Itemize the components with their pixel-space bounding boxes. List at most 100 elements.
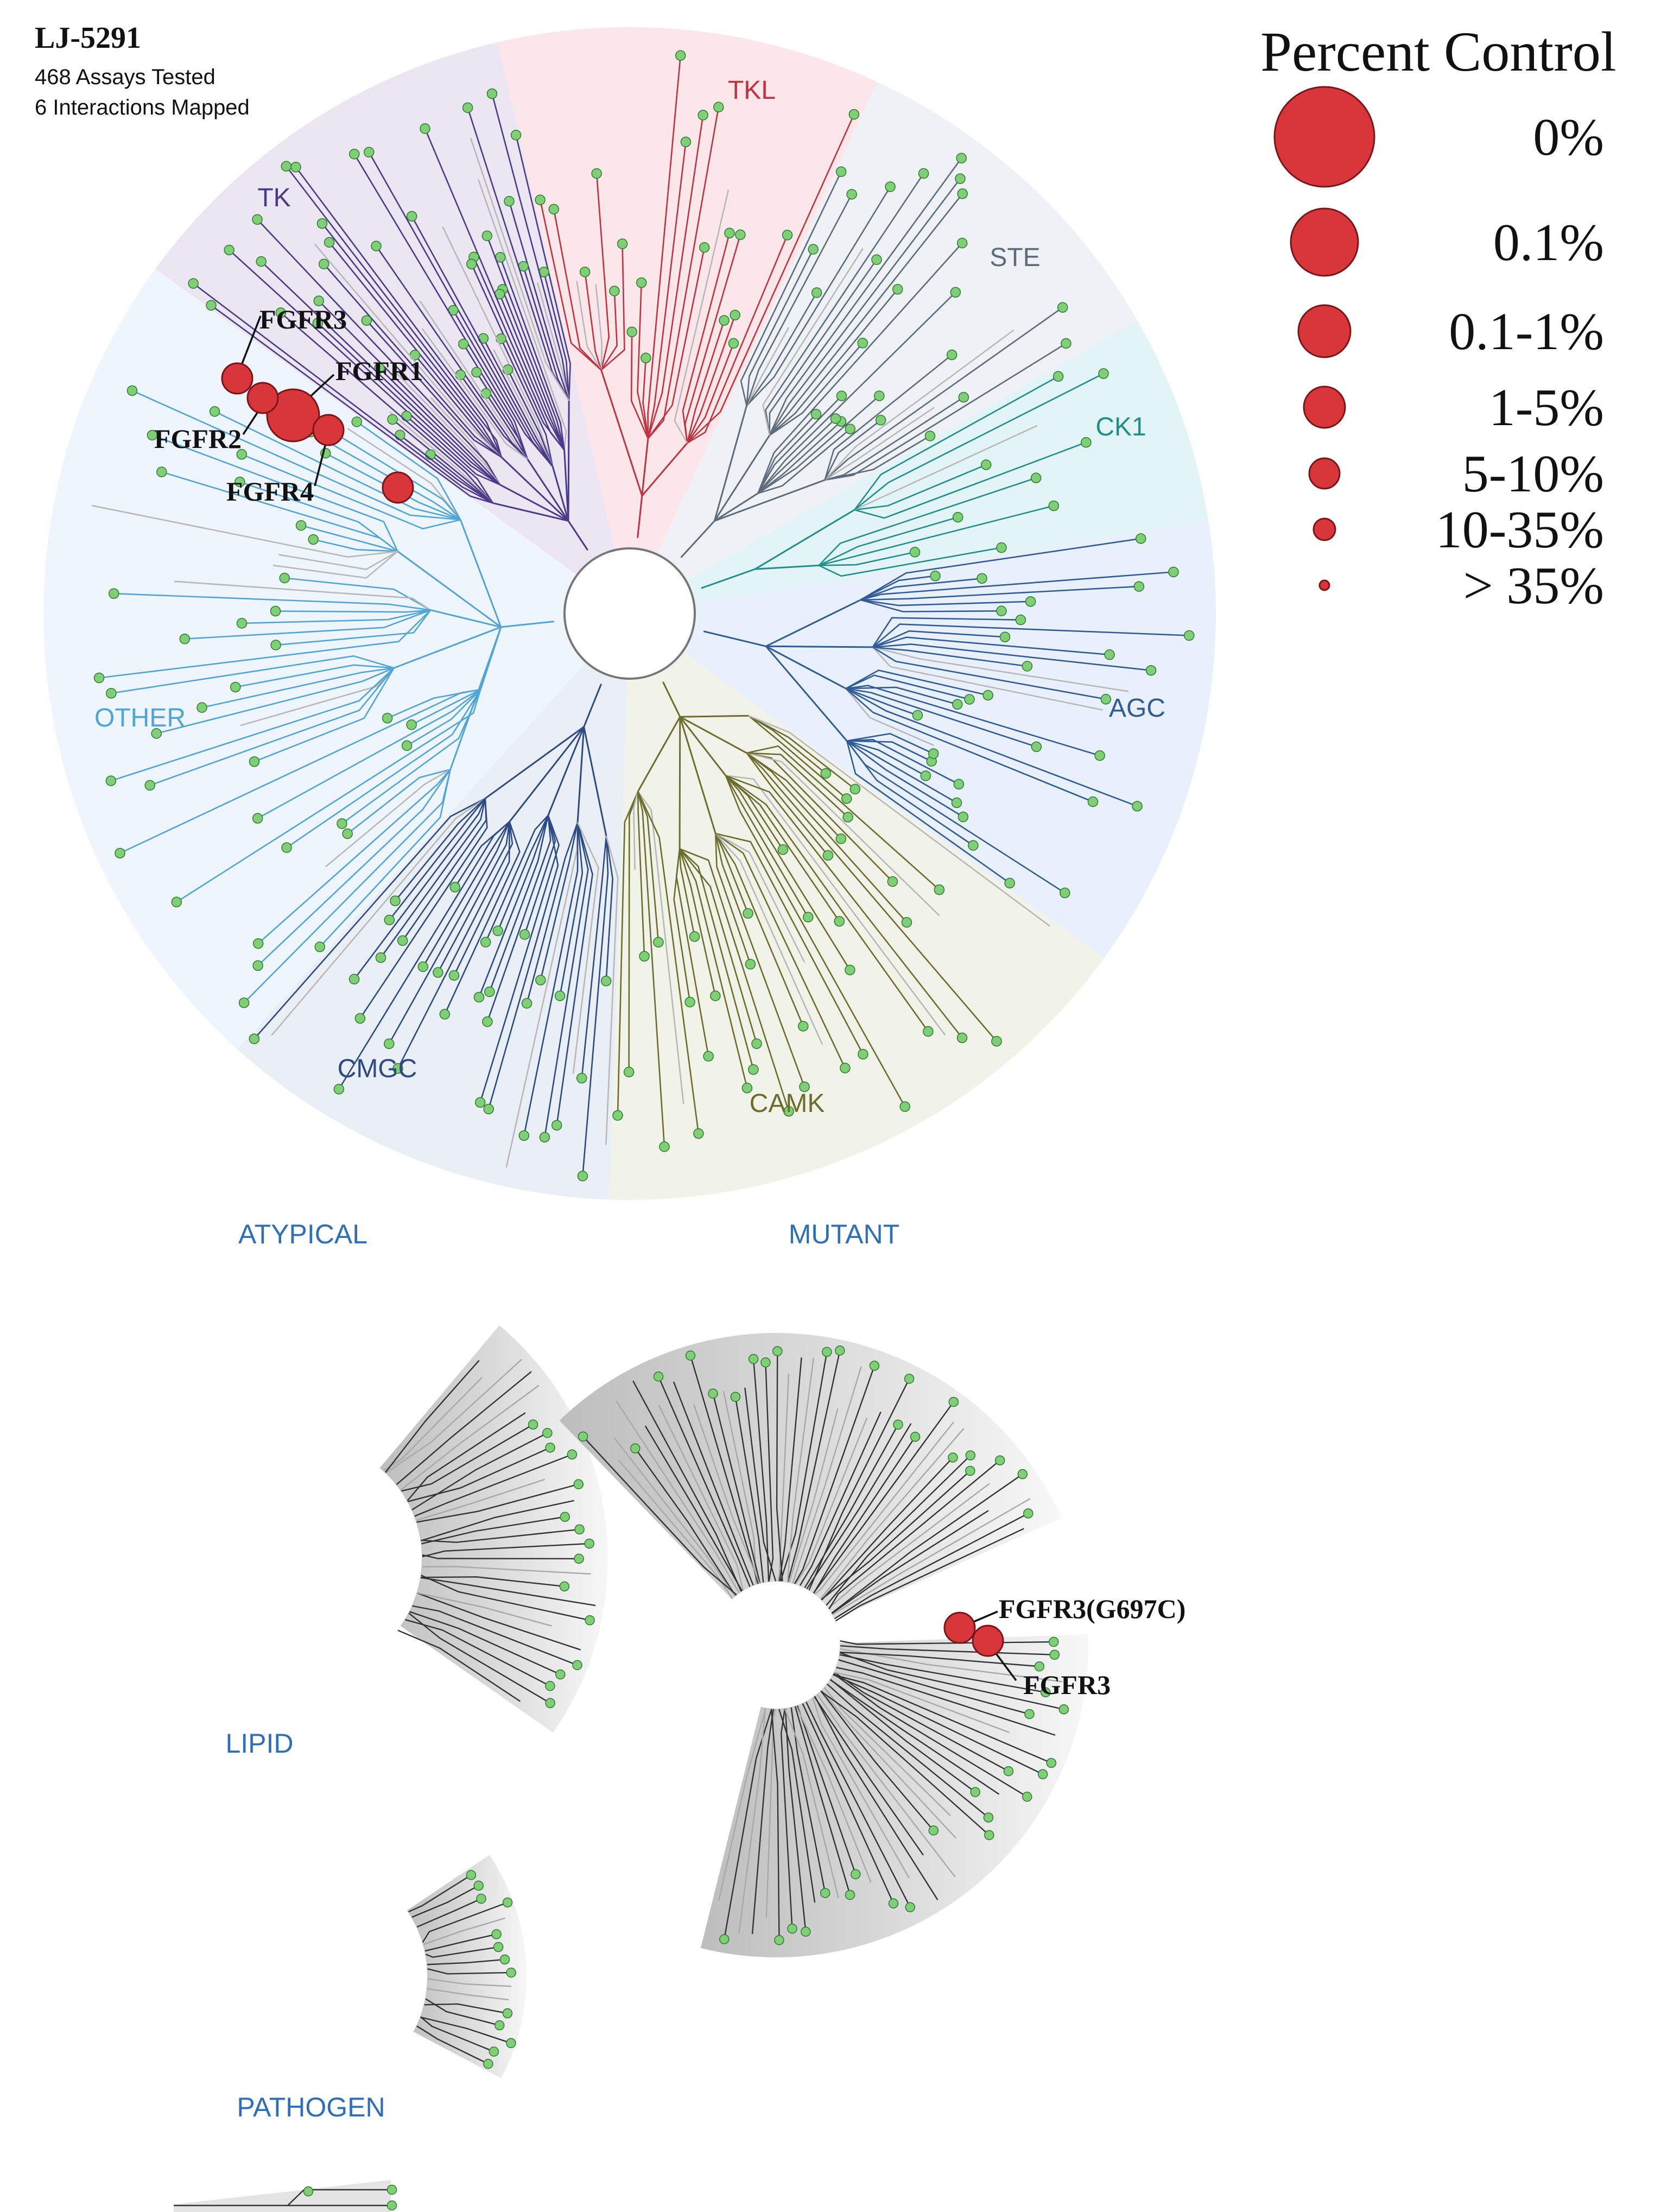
branch-clade — [563, 450, 569, 521]
branch-leaf — [295, 166, 502, 458]
legend-marker — [1273, 86, 1375, 188]
branch-leaf — [751, 1709, 774, 1935]
leaf-node — [106, 688, 117, 699]
leaf-node — [822, 1347, 832, 1357]
branch-leaf — [544, 822, 589, 1137]
leaf-node — [928, 1825, 939, 1836]
leaf-node — [554, 990, 566, 1001]
leaf-node — [980, 459, 992, 470]
leaf-node — [147, 429, 158, 441]
leaf-node — [476, 1893, 486, 1904]
leaf-node — [1133, 581, 1145, 592]
branch-leaf — [846, 687, 1037, 748]
branch-leaf — [806, 1423, 912, 1590]
leaf-node — [308, 534, 319, 545]
leaf-node — [834, 916, 845, 927]
leaf-node — [983, 1812, 994, 1823]
leaf-node — [685, 1350, 696, 1361]
branch-leaf — [523, 822, 579, 1136]
leaf-node — [1132, 801, 1143, 812]
branch-leaf — [617, 791, 639, 1116]
leaf-node — [951, 797, 962, 808]
leaf-node — [743, 908, 753, 919]
legend-label: > 35% — [1463, 557, 1604, 615]
leaf-node — [482, 1016, 493, 1027]
branch-leaf — [715, 833, 846, 1069]
branch-leaf — [746, 327, 790, 406]
leaf-node — [573, 1479, 584, 1489]
lipid-tree-hub — [401, 1910, 427, 2032]
branch-leaf — [687, 235, 788, 444]
branch-clade — [449, 627, 502, 770]
branch-clade — [492, 502, 569, 522]
branch-leaf — [715, 833, 823, 1045]
leaf-node — [1046, 1758, 1057, 1768]
leaf-node — [630, 1443, 641, 1453]
branch-leaf — [261, 261, 500, 485]
branch-leaf — [420, 2016, 511, 2044]
leaf-node — [684, 996, 695, 1008]
branch-leaf — [389, 411, 494, 504]
leaf-node — [952, 511, 963, 523]
leaf-node — [930, 570, 941, 582]
branch-leaf — [804, 1424, 899, 1588]
branch-leaf — [430, 397, 500, 485]
branch-leaf — [846, 740, 1066, 894]
leaf-node — [934, 884, 945, 895]
leaf-node — [519, 929, 530, 940]
branch-leaf — [425, 1946, 499, 1958]
leaf-node — [433, 967, 443, 978]
branch-leaf — [787, 1357, 815, 1582]
branch-leaf — [718, 1708, 766, 1901]
leaf-node — [489, 2046, 499, 2057]
branch-leaf — [819, 547, 1002, 577]
branch-leaf — [254, 667, 395, 762]
branch-leaf — [284, 577, 431, 611]
branch-leaf — [832, 1498, 1031, 1615]
branch-clade — [485, 726, 585, 799]
section-label-mutant: MUTANT — [789, 1219, 900, 1249]
branch-leaf — [808, 1378, 910, 1591]
leaf-node — [473, 991, 485, 1003]
branch-leaf — [757, 292, 956, 494]
branch-leaf — [286, 689, 481, 849]
leaf-node — [591, 168, 602, 179]
leaf-node — [156, 466, 167, 478]
branch-leaf — [824, 307, 1063, 481]
branch-leaf — [424, 128, 565, 451]
leaf-node — [956, 153, 967, 164]
branch-leaf — [242, 609, 431, 624]
branch-leaf — [338, 821, 510, 1090]
leaf-node — [924, 431, 936, 441]
branch-clade — [583, 726, 607, 836]
branch-leaf — [176, 689, 481, 903]
branch-leaf — [824, 354, 953, 481]
branch-leaf — [780, 1708, 793, 1929]
branch-leaf — [323, 263, 502, 458]
leaf-node — [964, 694, 975, 705]
leaf-node — [996, 542, 1007, 553]
leaf-node — [659, 1141, 670, 1152]
leaf-node — [904, 1374, 915, 1384]
leaf-node — [719, 315, 730, 326]
branch-leaf — [725, 775, 809, 918]
lipid-tree — [401, 1855, 527, 2078]
branch-leaf — [845, 688, 1093, 802]
leaf-node — [612, 1110, 623, 1121]
leaf-node — [510, 129, 522, 141]
branch-clade — [714, 492, 759, 522]
leaf-node — [313, 295, 324, 306]
leaf-node — [406, 211, 417, 222]
leaf-node — [545, 1698, 555, 1708]
branch-leaf — [846, 741, 1010, 884]
branch-leaf — [539, 199, 602, 371]
branch-leaf — [682, 232, 731, 444]
branch-leaf — [328, 242, 502, 458]
leaf-node — [748, 1354, 759, 1364]
leaf-node — [1024, 1709, 1035, 1720]
branch-leaf — [556, 822, 593, 1126]
branch-leaf — [286, 166, 502, 458]
leaf-node — [774, 1935, 784, 1945]
leaf-node — [841, 793, 852, 804]
